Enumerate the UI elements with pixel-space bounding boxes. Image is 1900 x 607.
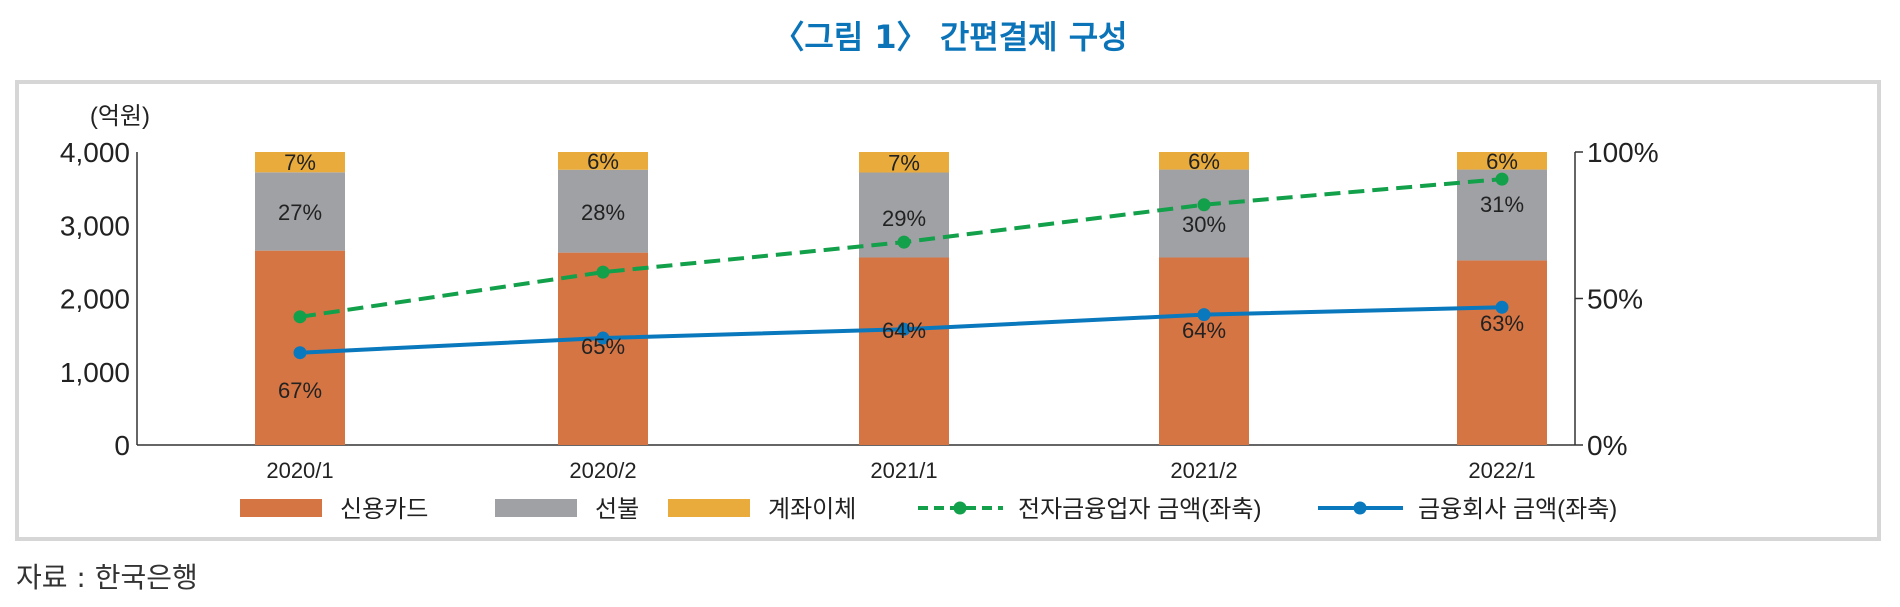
legend-label: 전자금융업자 금액(좌축) — [1018, 496, 1261, 523]
x-tick-label: 2020/1 — [266, 458, 333, 483]
legend-label: 선불 — [595, 496, 639, 523]
left-axis-unit: (억원) — [90, 103, 150, 130]
chart-title: 〈그림 1〉 간편결제 구성 — [772, 18, 1128, 56]
line-point — [596, 331, 610, 345]
bar-data-label: 64% — [1182, 318, 1226, 343]
line-point — [1197, 308, 1211, 322]
left-tick-label: 2,000 — [60, 284, 130, 315]
bar-segment — [558, 169, 648, 253]
bar-segment — [1457, 260, 1547, 445]
x-tick-label: 2021/1 — [870, 458, 937, 483]
bar-segment — [255, 152, 345, 173]
x-tick-label: 2022/1 — [1468, 458, 1535, 483]
bar-data-label: 64% — [882, 318, 926, 343]
bar-segment — [558, 252, 648, 445]
left-tick-label: 3,000 — [60, 210, 130, 241]
x-tick-label: 2020/2 — [569, 458, 636, 483]
left-tick-label: 0 — [114, 430, 130, 461]
bar-data-label: 6% — [1486, 149, 1518, 174]
line-point — [1495, 172, 1509, 186]
bar-segment — [1159, 152, 1249, 170]
x-tick-label: 2021/2 — [1170, 458, 1237, 483]
bar-data-label: 29% — [882, 206, 926, 231]
legend-label: 금융회사 금액(좌축) — [1418, 496, 1617, 523]
right-tick-label: 0% — [1587, 430, 1627, 461]
line-point — [897, 235, 911, 249]
line-point — [1197, 198, 1211, 212]
bar-data-label: 65% — [581, 334, 625, 359]
line-point — [293, 310, 307, 324]
legend-label: 계좌이체 — [768, 496, 856, 523]
bar-segment — [859, 257, 949, 445]
bar-data-label: 7% — [284, 150, 316, 175]
bar-data-label: 28% — [581, 200, 625, 225]
bar-segment — [1159, 169, 1249, 258]
bar-data-label: 63% — [1480, 311, 1524, 336]
bar-segment — [1159, 257, 1249, 445]
bar-segment — [558, 152, 648, 170]
bar-segment — [255, 172, 345, 251]
bar-data-label: 67% — [278, 378, 322, 403]
bar-data-label: 30% — [1182, 212, 1226, 237]
line-point — [596, 265, 610, 279]
line-point — [293, 346, 307, 360]
right-tick-label: 100% — [1587, 137, 1659, 168]
legend-marker — [953, 501, 967, 515]
legend-swatch — [495, 499, 577, 517]
legend-marker — [1353, 501, 1367, 515]
bar-data-label: 6% — [587, 149, 619, 174]
legend-swatch — [668, 499, 750, 517]
bar-data-label: 7% — [888, 150, 920, 175]
bar-data-label: 31% — [1480, 192, 1524, 217]
bar-segment — [859, 152, 949, 173]
line-point — [897, 322, 911, 336]
bar-segment — [1457, 152, 1547, 170]
line-point — [1495, 300, 1509, 314]
legend-swatch — [240, 499, 322, 517]
source-note: 자료 : 한국은행 — [16, 561, 198, 594]
left-tick-label: 4,000 — [60, 137, 130, 168]
right-tick-label: 50% — [1587, 284, 1643, 315]
left-tick-label: 1,000 — [60, 357, 130, 388]
bar-data-label: 27% — [278, 200, 322, 225]
chart-frame — [15, 80, 1881, 541]
legend-label: 신용카드 — [340, 496, 428, 523]
bar-data-label: 6% — [1188, 149, 1220, 174]
